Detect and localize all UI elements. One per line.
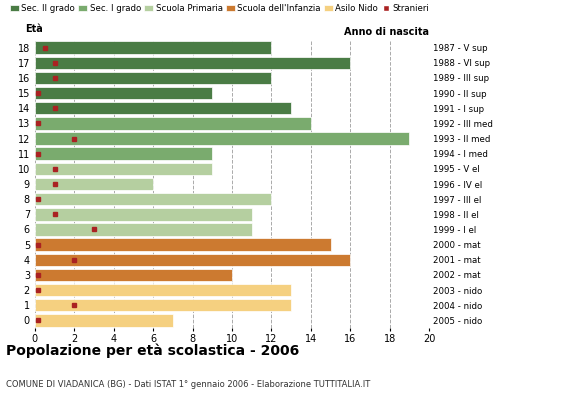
Bar bbox=[35, 223, 252, 236]
Bar bbox=[35, 72, 271, 84]
Bar bbox=[35, 163, 212, 175]
Legend: Sec. II grado, Sec. I grado, Scuola Primaria, Scuola dell'Infanzia, Asilo Nido, : Sec. II grado, Sec. I grado, Scuola Prim… bbox=[10, 4, 430, 13]
Bar bbox=[35, 117, 311, 130]
Bar bbox=[35, 193, 271, 205]
Bar bbox=[35, 148, 212, 160]
Bar bbox=[35, 208, 252, 220]
Bar bbox=[35, 102, 291, 114]
Text: Età: Età bbox=[25, 24, 43, 34]
Bar bbox=[35, 299, 291, 312]
Text: COMUNE DI VIADANICA (BG) - Dati ISTAT 1° gennaio 2006 - Elaborazione TUTTITALIA.: COMUNE DI VIADANICA (BG) - Dati ISTAT 1°… bbox=[6, 380, 370, 389]
Bar bbox=[35, 269, 232, 281]
Bar bbox=[35, 314, 173, 327]
Text: Anno di nascita: Anno di nascita bbox=[344, 27, 429, 37]
Bar bbox=[35, 56, 350, 69]
Bar bbox=[35, 132, 409, 145]
Bar bbox=[35, 178, 153, 190]
Bar bbox=[35, 238, 331, 251]
Bar bbox=[35, 87, 212, 99]
Text: Popolazione per età scolastica - 2006: Popolazione per età scolastica - 2006 bbox=[6, 344, 299, 358]
Bar bbox=[35, 254, 350, 266]
Bar bbox=[35, 284, 291, 296]
Bar bbox=[35, 41, 271, 54]
